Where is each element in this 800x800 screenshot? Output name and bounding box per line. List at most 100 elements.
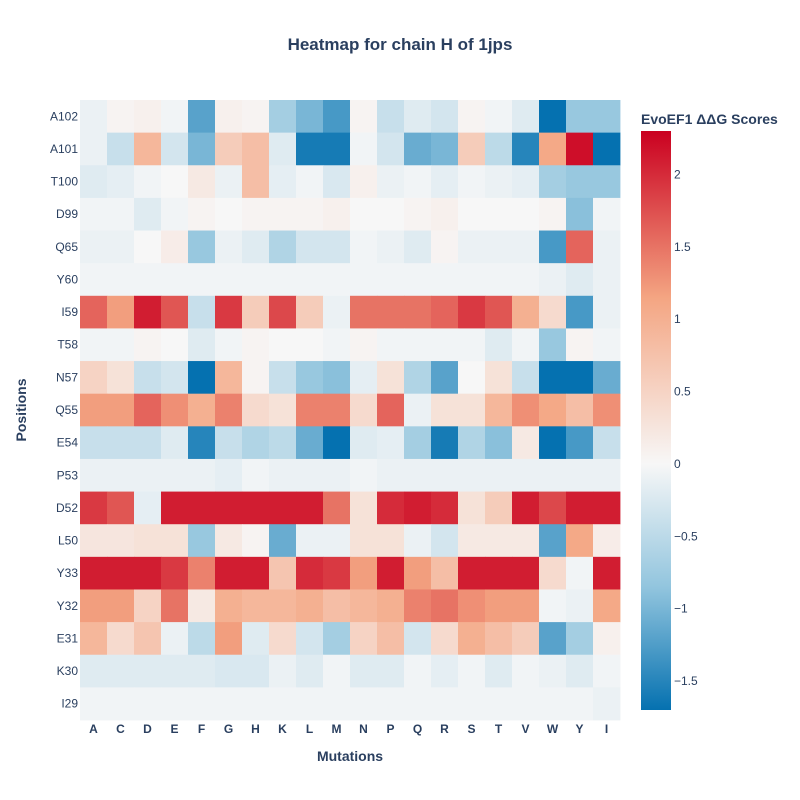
heatmap-cell-A102-E [161,100,189,134]
heatmap-cell-Q55-Q [404,393,432,427]
heatmap-cell-E54-W [539,426,567,460]
x-tick-label: V [521,722,529,736]
heatmap-cell-A101-A [80,132,108,166]
heatmap-cell-I59-M [323,295,351,329]
heatmap-cell-K30-C [107,654,135,688]
heatmap-cell-I59-C [107,295,135,329]
heatmap-cell-P53-D [134,458,162,492]
heatmap-cell-T58-I [593,328,621,362]
heatmap-cell-T58-R [431,328,459,362]
x-tick-label: Y [575,722,583,736]
heatmap-cell-A102-H [242,100,270,134]
heatmap-cell-A102-A [80,100,108,134]
heatmap-cell-I59-G [215,295,243,329]
y-tick-label: Y33 [57,566,79,580]
heatmap-cell-T58-F [188,328,216,362]
heatmap-cell-N57-R [431,361,459,395]
heatmap-cell-I59-N [350,295,378,329]
y-tick-label: T58 [57,338,78,352]
heatmap-cell-D99-W [539,197,567,231]
heatmap-cell-E31-D [134,622,162,656]
heatmap-cell-K30-Q [404,654,432,688]
heatmap-cell-Y32-D [134,589,162,623]
heatmap-cell-D99-A [80,197,108,231]
heatmap-cell-I29-K [269,687,297,721]
heatmap-cell-Q55-V [512,393,540,427]
heatmap-cell-Y60-Y [566,263,594,297]
heatmap-cell-Y60-M [323,263,351,297]
heatmap-cell-K30-H [242,654,270,688]
y-tick-label: T100 [51,175,79,189]
heatmap-cell-D99-Y [566,197,594,231]
heatmap-cell-A102-Y [566,100,594,134]
heatmap-cell-E31-Y [566,622,594,656]
y-tick-label: E31 [57,631,79,645]
heatmap-cell-I59-K [269,295,297,329]
heatmap-cell-Q65-S [458,230,486,264]
heatmap-cell-Y33-F [188,556,216,590]
heatmap-cell-L50-W [539,524,567,558]
heatmap-cell-A101-K [269,132,297,166]
heatmap-cell-Q65-L [296,230,324,264]
heatmap-cell-K30-F [188,654,216,688]
heatmap-cell-Y32-F [188,589,216,623]
heatmap-cell-K30-I [593,654,621,688]
heatmap-cell-K30-Y [566,654,594,688]
heatmap-cell-Y60-N [350,263,378,297]
colorbar-tick-label: 2 [674,167,681,181]
y-tick-label: D99 [56,207,78,221]
heatmap-cell-D52-G [215,491,243,525]
heatmap-cell-K30-K [269,654,297,688]
heatmap-cell-I59-F [188,295,216,329]
heatmap-cell-A101-M [323,132,351,166]
heatmap-cell-Y33-R [431,556,459,590]
heatmap-cell-E31-V [512,622,540,656]
heatmap-cell-K30-W [539,654,567,688]
heatmap-cell-D52-C [107,491,135,525]
y-tick-label: Q55 [55,403,78,417]
x-tick-label: R [440,722,449,736]
heatmap-cell-Y60-Q [404,263,432,297]
heatmap-cell-D99-T [485,197,513,231]
x-tick-label: C [116,722,125,736]
heatmap-cell-D52-L [296,491,324,525]
heatmap-cell-D52-W [539,491,567,525]
heatmap-cell-Y60-K [269,263,297,297]
heatmap-cell-K30-E [161,654,189,688]
heatmap-cell-E31-Q [404,622,432,656]
heatmap-cell-Q55-M [323,393,351,427]
heatmap-cell-K30-A [80,654,108,688]
heatmap-cell-Q65-Y [566,230,594,264]
heatmap-cell-I29-F [188,687,216,721]
heatmap-cell-T58-H [242,328,270,362]
heatmap-cell-E54-I [593,426,621,460]
heatmap-cell-D52-S [458,491,486,525]
heatmap-cell-D52-P [377,491,405,525]
heatmap-cell-Y60-D [134,263,162,297]
heatmap-cell-Q55-W [539,393,567,427]
heatmap-cell-A101-H [242,132,270,166]
heatmap-cell-P53-P [377,458,405,492]
colorbar-tick-label: −1 [674,602,688,616]
y-tick-label: K30 [57,664,79,678]
heatmap-cell-Q55-D [134,393,162,427]
heatmap-cell-Q55-Y [566,393,594,427]
heatmap-cell-L50-C [107,524,135,558]
heatmap-cell-P53-Q [404,458,432,492]
heatmap-cell-A101-P [377,132,405,166]
heatmap-cell-A102-S [458,100,486,134]
heatmap-cell-D99-P [377,197,405,231]
heatmap-cell-I29-S [458,687,486,721]
heatmap-cell-L50-A [80,524,108,558]
heatmap-cell-I59-L [296,295,324,329]
heatmap-cell-D52-F [188,491,216,525]
heatmap-cell-P53-K [269,458,297,492]
x-tick-label: I [605,722,608,736]
heatmap-cell-E54-V [512,426,540,460]
heatmap-cells [80,100,621,721]
heatmap-cell-Q55-A [80,393,108,427]
heatmap-cell-A102-I [593,100,621,134]
heatmap-cell-L50-H [242,524,270,558]
heatmap-cell-Q55-P [377,393,405,427]
heatmap-cell-K30-L [296,654,324,688]
